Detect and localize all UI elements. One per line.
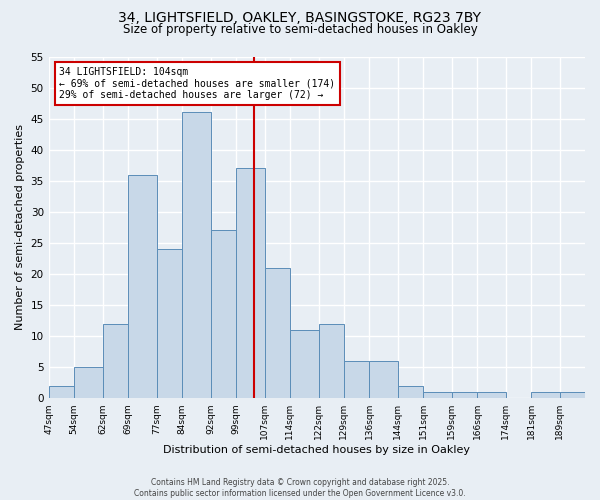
Bar (128, 174, 157, 398)
Bar (182, 112, 211, 398)
Bar (74, 367, 103, 398)
Text: Size of property relative to semi-detached houses in Oakley: Size of property relative to semi-detach… (122, 22, 478, 36)
Text: 34 LIGHTSFIELD: 104sqm
← 69% of semi-detached houses are smaller (174)
29% of se: 34 LIGHTSFIELD: 104sqm ← 69% of semi-det… (59, 67, 335, 100)
Bar (265, 268, 290, 398)
Bar (49, 386, 74, 398)
X-axis label: Distribution of semi-detached houses by size in Oakley: Distribution of semi-detached houses by … (163, 445, 470, 455)
Bar (319, 324, 344, 398)
Bar (157, 249, 182, 398)
Text: 34, LIGHTSFIELD, OAKLEY, BASINGSTOKE, RG23 7BY: 34, LIGHTSFIELD, OAKLEY, BASINGSTOKE, RG… (119, 11, 482, 25)
Bar (531, 392, 560, 398)
Bar (369, 361, 398, 398)
Bar (236, 168, 265, 398)
Bar (477, 392, 506, 398)
Bar (211, 230, 236, 398)
Bar (398, 386, 423, 398)
Bar (452, 392, 477, 398)
Bar (423, 392, 452, 398)
Bar (560, 392, 585, 398)
Bar (344, 361, 369, 398)
Text: Contains HM Land Registry data © Crown copyright and database right 2025.
Contai: Contains HM Land Registry data © Crown c… (134, 478, 466, 498)
Bar (103, 324, 128, 398)
Y-axis label: Number of semi-detached properties: Number of semi-detached properties (15, 124, 25, 330)
Bar (290, 330, 319, 398)
